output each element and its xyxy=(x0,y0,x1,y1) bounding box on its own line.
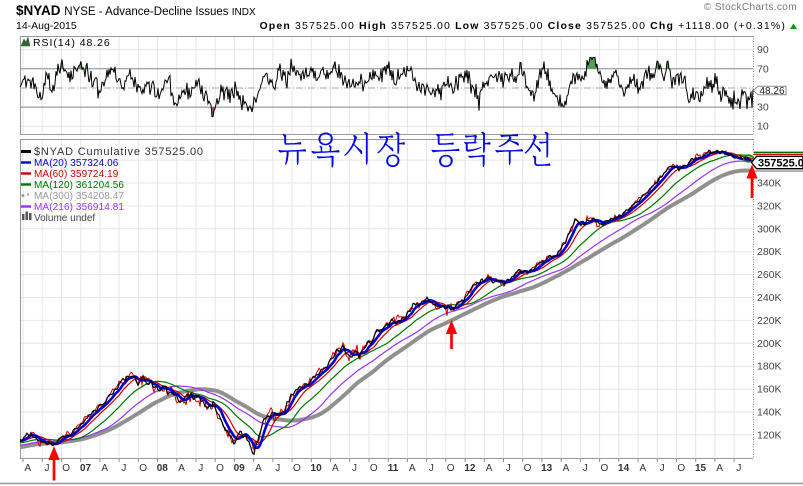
svg-text:70: 70 xyxy=(757,63,769,75)
svg-text:O: O xyxy=(62,463,70,474)
svg-text:O: O xyxy=(677,463,685,474)
svg-text:12: 12 xyxy=(464,463,476,474)
svg-text:J: J xyxy=(506,463,511,474)
svg-text:14: 14 xyxy=(618,463,630,474)
svg-text:30: 30 xyxy=(757,102,769,114)
svg-text:300K: 300K xyxy=(757,223,782,235)
svg-text:O: O xyxy=(524,463,532,474)
svg-text:180K: 180K xyxy=(757,361,782,373)
svg-text:90: 90 xyxy=(757,44,769,56)
svg-text:Volume undef: Volume undef xyxy=(34,213,95,224)
svg-text:$NYAD NYSE - Advance-Decline I: $NYAD NYSE - Advance-Decline Issues INDX xyxy=(16,3,256,18)
svg-text:J: J xyxy=(429,463,434,474)
svg-text:Open 357525.00 High 357525.00: Open 357525.00 High 357525.00 Low 357525… xyxy=(259,20,786,32)
svg-text:14-Aug-2015: 14-Aug-2015 xyxy=(16,20,77,32)
svg-text:O: O xyxy=(370,463,378,474)
svg-text:11: 11 xyxy=(388,463,399,474)
svg-text:J: J xyxy=(352,463,357,474)
svg-text:J: J xyxy=(660,463,665,474)
svg-text:220K: 220K xyxy=(757,315,782,327)
svg-text:15: 15 xyxy=(695,463,707,474)
svg-text:A: A xyxy=(178,463,185,474)
svg-text:160K: 160K xyxy=(757,384,782,396)
svg-text:A: A xyxy=(563,463,570,474)
svg-text:A: A xyxy=(639,463,646,474)
svg-text:A: A xyxy=(24,463,31,474)
svg-text:O: O xyxy=(216,463,224,474)
svg-text:A: A xyxy=(486,463,493,474)
svg-text:RSI(14) 48.26: RSI(14) 48.26 xyxy=(33,37,111,49)
svg-text:MA(216) 356914.81: MA(216) 356914.81 xyxy=(34,202,124,213)
svg-text:280K: 280K xyxy=(757,246,782,258)
svg-text:260K: 260K xyxy=(757,269,782,281)
svg-text:10: 10 xyxy=(757,121,769,133)
svg-text:A: A xyxy=(255,463,262,474)
svg-text:$NYAD Cumulative 357525.00: $NYAD Cumulative 357525.00 xyxy=(34,146,204,158)
svg-text:10: 10 xyxy=(311,463,323,474)
svg-text:09: 09 xyxy=(234,463,246,474)
svg-text:J: J xyxy=(121,463,126,474)
svg-text:MA(300) 354208.47: MA(300) 354208.47 xyxy=(34,191,124,202)
svg-text:08: 08 xyxy=(157,463,169,474)
svg-text:MA(20) 357324.06: MA(20) 357324.06 xyxy=(34,158,119,169)
svg-text:O: O xyxy=(293,463,301,474)
svg-text:© StockCharts.com: © StockCharts.com xyxy=(704,2,797,13)
svg-text:07: 07 xyxy=(80,463,92,474)
svg-text:J: J xyxy=(275,463,280,474)
svg-text:A: A xyxy=(332,463,339,474)
svg-text:140K: 140K xyxy=(757,407,782,419)
svg-text:13: 13 xyxy=(541,463,553,474)
svg-text:J: J xyxy=(736,463,741,474)
svg-text:MA(120) 361204.56: MA(120) 361204.56 xyxy=(34,180,124,191)
svg-text:120K: 120K xyxy=(757,429,782,441)
svg-text:A: A xyxy=(101,463,108,474)
svg-text:A: A xyxy=(409,463,416,474)
svg-text:O: O xyxy=(447,463,455,474)
svg-text:J: J xyxy=(583,463,588,474)
svg-text:A: A xyxy=(716,463,723,474)
svg-text:O: O xyxy=(139,463,147,474)
svg-text:O: O xyxy=(601,463,609,474)
svg-text:J: J xyxy=(198,463,203,474)
svg-text:240K: 240K xyxy=(757,292,782,304)
svg-text:200K: 200K xyxy=(757,338,782,350)
svg-text:MA(60) 359724.19: MA(60) 359724.19 xyxy=(34,169,119,180)
svg-text:357525.0: 357525.0 xyxy=(758,158,803,170)
svg-text:340K: 340K xyxy=(757,178,782,190)
svg-text:48.26: 48.26 xyxy=(760,86,785,97)
svg-text:J: J xyxy=(45,463,50,474)
svg-text:320K: 320K xyxy=(757,200,782,212)
